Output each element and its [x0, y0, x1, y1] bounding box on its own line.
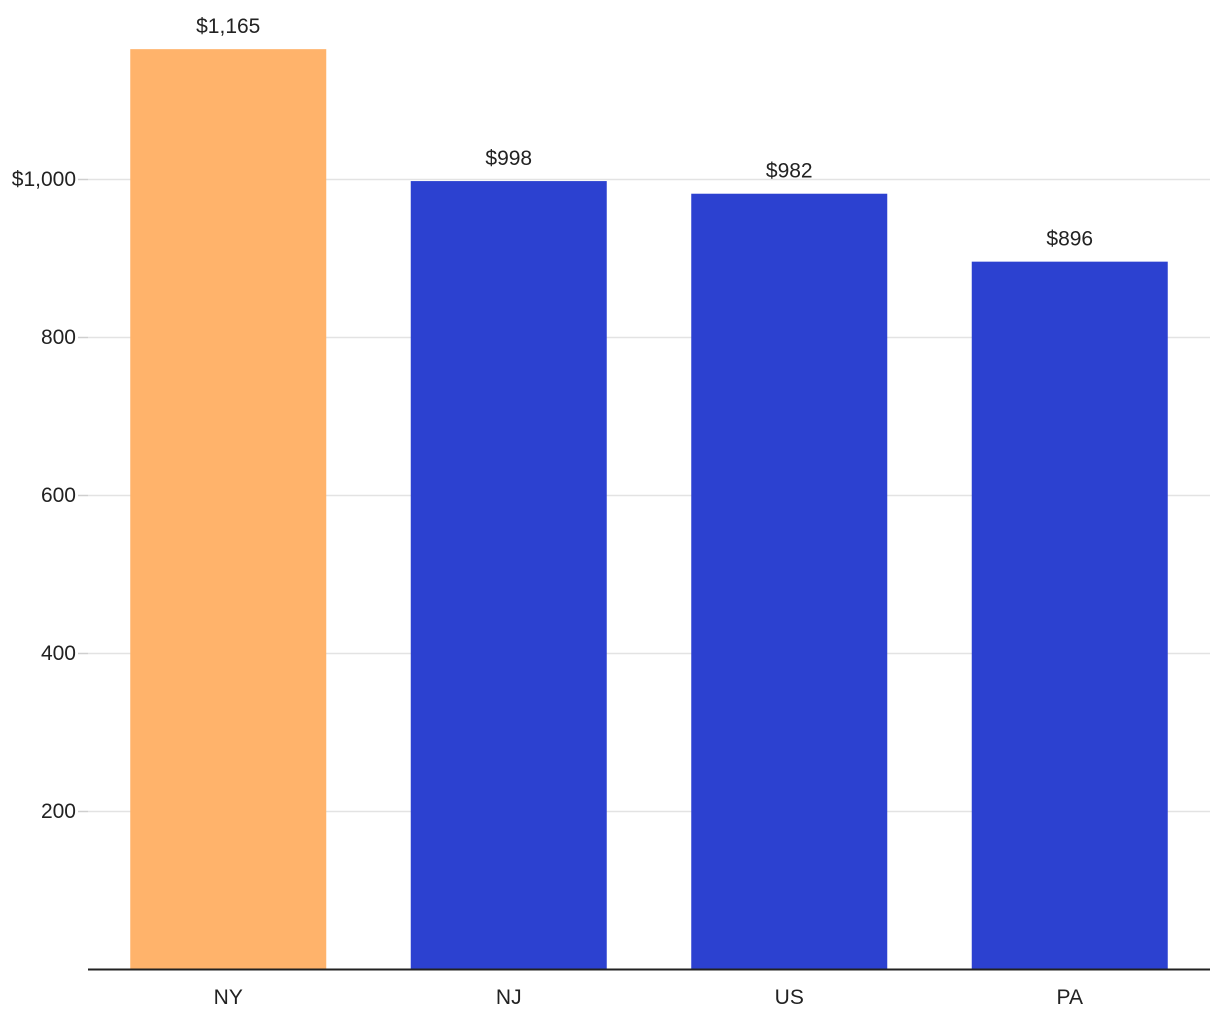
bars	[130, 49, 1168, 970]
data-labels: $1,165 $998 $982 $896	[196, 15, 1093, 251]
data-label-ny: $1,165	[196, 15, 260, 38]
x-tick-label-pa: PA	[1057, 986, 1083, 1009]
y-tick-label: 400	[41, 642, 76, 665]
y-axis: 200 400 600 800 $1,000	[12, 168, 88, 823]
y-tick-label: 200	[41, 800, 76, 823]
data-label-nj: $998	[485, 147, 532, 170]
x-tick-label-us: US	[775, 986, 804, 1009]
x-axis: NY NJ US PA	[214, 986, 1083, 1009]
bar-nj	[410, 181, 607, 970]
bar-pa	[971, 261, 1168, 970]
y-tick-label: 600	[41, 484, 76, 507]
y-tick-label: $1,000	[12, 168, 76, 191]
x-tick-label-ny: NY	[214, 986, 243, 1009]
bar-ny	[130, 49, 327, 970]
y-tick-label: 800	[41, 326, 76, 349]
x-tick-label-nj: NJ	[496, 986, 522, 1009]
data-label-us: $982	[766, 160, 813, 183]
bar-us	[691, 193, 888, 970]
data-label-pa: $896	[1046, 228, 1093, 251]
